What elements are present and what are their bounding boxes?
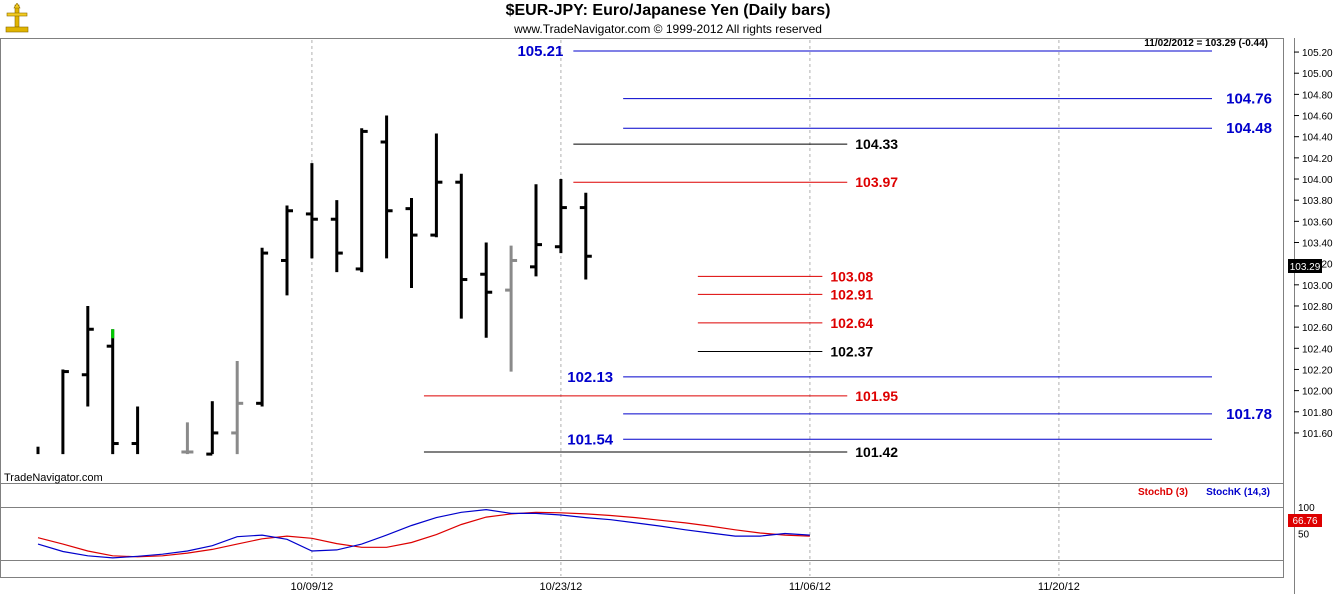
price-tick-label: 103.80 [1302, 196, 1333, 207]
time-gridlines [311, 40, 1060, 576]
price-tick-label: 102.60 [1302, 323, 1333, 334]
last-quote-text: 11/02/2012 = 103.29 (-0.44) [1144, 38, 1268, 49]
price-tick-label: 103.40 [1302, 238, 1333, 249]
chart-title: $EUR-JPY: Euro/Japanese Yen (Daily bars) [505, 2, 831, 19]
legend-stochk: StochK (14,3) [1206, 487, 1270, 498]
price-tick-label: 104.00 [1302, 175, 1333, 186]
tradenavigator-logo-icon [4, 2, 30, 33]
stoch-tag-text: 66.76 [1292, 516, 1317, 527]
stochastic-panel: 100 50 StochD (3) StochK (14,3) [37, 487, 1315, 559]
date-axis: 10/09/12 10/23/12 11/06/12 11/20/12 [290, 581, 1079, 593]
ohlc-bar [579, 192, 592, 280]
price-panel-frame [0, 38, 1284, 484]
price-axis: 105.20 105.00 104.80 104.60 104.40 104.20 104.… [1294, 48, 1333, 440]
price-tick-label: 105.00 [1302, 69, 1333, 80]
ohlc-bar [380, 115, 393, 259]
level-label: 104.48 [1226, 120, 1272, 137]
level-label: 101.54 [567, 431, 614, 448]
ohlc-bar [305, 163, 318, 259]
legend-stochd: StochD (3) [1138, 487, 1188, 498]
stoch-tick-label: 100 [1298, 503, 1315, 514]
level-label: 103.97 [855, 174, 898, 190]
level-label: 101.95 [855, 388, 898, 404]
ohlc-bar [281, 205, 293, 296]
price-tick-label: 104.60 [1302, 112, 1333, 123]
ohlc-bar [455, 173, 468, 319]
ohlc-bar [530, 184, 542, 277]
ohlc-bar [106, 329, 119, 455]
ohlc-bar [405, 198, 418, 288]
watermark-text: TradeNavigator.com [4, 472, 103, 484]
ohlc-bar [61, 369, 69, 455]
price-tick-label: 104.20 [1302, 154, 1333, 165]
ohlc-bar [554, 179, 567, 254]
price-tick-label: 102.40 [1302, 344, 1333, 355]
price-tick-label: 102.20 [1302, 365, 1333, 376]
stoch-tag: 66.76 [1288, 514, 1322, 527]
stochk-line [37, 508, 810, 559]
level-label: 102.13 [567, 369, 613, 386]
stochd-line [37, 511, 810, 558]
level-label: 102.64 [830, 315, 873, 331]
price-tick-label: 103.00 [1302, 281, 1333, 292]
level-label: 104.76 [1226, 91, 1272, 108]
price-tag-text: 103.29 [1290, 262, 1321, 273]
ohlc-bar [355, 128, 368, 273]
date-tick-label: 11/20/12 [1038, 581, 1080, 593]
price-levels: 105.21 104.76 104.48 104.33 103.97 103.08 102.… [423, 43, 1272, 460]
level-label: 104.33 [855, 136, 898, 152]
level-label: 101.42 [855, 444, 898, 460]
price-tick-label: 101.60 [1302, 429, 1333, 440]
ohlc-bar [231, 360, 244, 455]
level-label: 103.08 [830, 268, 873, 284]
date-tick-label: 11/06/12 [789, 581, 831, 593]
date-tick-label: 10/09/12 [290, 581, 333, 593]
price-tag: 103.29 [1288, 259, 1322, 273]
chart-subtitle: www.TradeNavigator.com © 1999-2012 All r… [514, 22, 822, 36]
level-label: 102.91 [830, 286, 873, 302]
level-label: 101.78 [1226, 406, 1272, 423]
ohlc-bars [36, 115, 592, 456]
price-tick-label: 104.80 [1302, 90, 1333, 101]
level-label: 102.37 [830, 343, 873, 359]
price-tick-label: 103.60 [1302, 217, 1333, 228]
price-tick-label: 102.00 [1302, 387, 1333, 398]
ohlc-bar [505, 245, 518, 372]
date-tick-label: 10/23/12 [539, 581, 582, 593]
price-tick-label: 105.20 [1302, 48, 1333, 59]
price-tick-label: 104.40 [1302, 133, 1333, 144]
stoch-tick-label: 50 [1298, 530, 1310, 541]
ohlc-bar [330, 200, 343, 273]
price-tick-label: 101.80 [1302, 408, 1333, 419]
ohlc-bar [256, 247, 269, 407]
ohlc-bar [480, 242, 493, 338]
price-tick-label: 102.80 [1302, 302, 1333, 313]
ohlc-bar [181, 422, 194, 455]
level-label: 105.21 [517, 43, 563, 60]
ohlc-bar [206, 401, 219, 456]
ohlc-bar [430, 133, 443, 238]
ohlc-bar [131, 406, 140, 455]
ohlc-bar [81, 305, 94, 407]
stoch-panel-frame [0, 483, 1284, 578]
